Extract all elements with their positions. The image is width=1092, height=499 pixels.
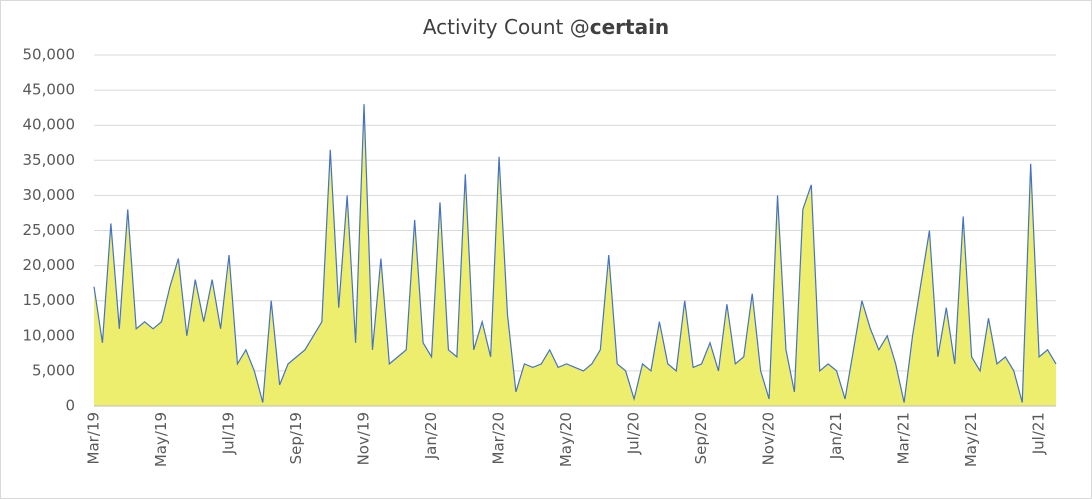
x-tick-label: Sep/20 bbox=[692, 412, 710, 464]
x-tick-label: Mar/20 bbox=[490, 412, 508, 464]
y-tick-label: 20,000 bbox=[23, 256, 76, 274]
chart-title: Activity Count @certain bbox=[423, 15, 669, 39]
y-tick-label: 45,000 bbox=[23, 81, 76, 99]
x-tick-label: Sep/19 bbox=[287, 412, 305, 464]
x-tick-label: Jul/20 bbox=[625, 412, 643, 455]
x-tick-label: Nov/19 bbox=[355, 412, 373, 465]
x-tick-label: May/21 bbox=[962, 412, 980, 467]
x-tick-label: Jul/21 bbox=[1030, 412, 1048, 455]
y-tick-label: 30,000 bbox=[23, 186, 76, 204]
y-tick-label: 40,000 bbox=[23, 116, 76, 134]
x-tick-label: Mar/19 bbox=[85, 412, 103, 464]
y-tick-label: 10,000 bbox=[23, 326, 76, 344]
x-tick-label: Jul/19 bbox=[220, 412, 238, 455]
x-tick-label: Nov/20 bbox=[760, 412, 778, 465]
y-tick-label: 5,000 bbox=[32, 361, 75, 379]
y-tick-label: 50,000 bbox=[23, 46, 76, 64]
y-tick-label: 15,000 bbox=[23, 291, 76, 309]
y-tick-label: 0 bbox=[65, 397, 75, 415]
y-tick-label: 25,000 bbox=[23, 221, 76, 239]
y-tick-label: 35,000 bbox=[23, 151, 76, 169]
x-tick-label: May/19 bbox=[152, 412, 170, 467]
area bbox=[94, 104, 1056, 406]
x-tick-label: May/20 bbox=[557, 412, 575, 467]
x-tick-label: Jan/21 bbox=[827, 412, 845, 460]
title-text: Activity Count @ bbox=[423, 15, 590, 39]
line bbox=[93, 104, 1057, 403]
x-tick-label: Jan/20 bbox=[422, 412, 440, 460]
x-tick-label: Mar/21 bbox=[895, 412, 913, 464]
title-bold: certain bbox=[590, 15, 669, 39]
